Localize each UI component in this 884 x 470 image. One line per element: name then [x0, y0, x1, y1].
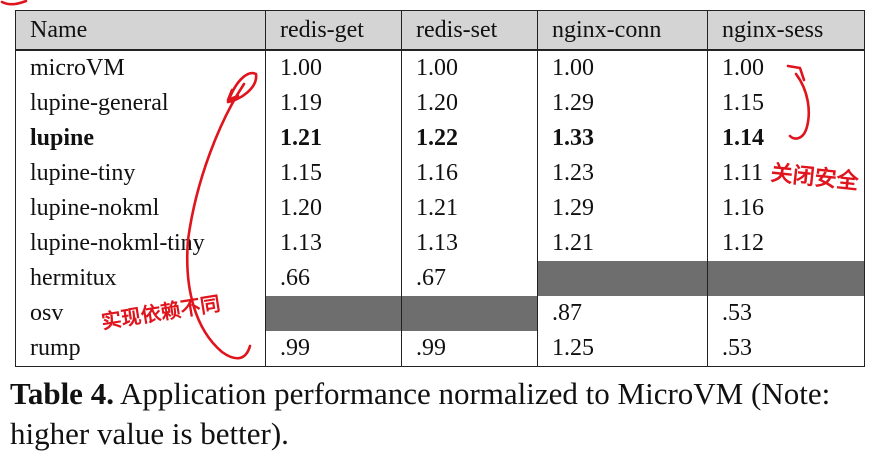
value-cell: 1.15	[707, 86, 865, 121]
row-name-cell: lupine	[15, 121, 266, 156]
value-cell: .67	[401, 261, 538, 296]
row-name-cell: lupine-nokml-tiny	[15, 226, 266, 261]
value-cell: .53	[707, 331, 865, 367]
value-cell: 1.00	[265, 50, 402, 86]
value-cell: 1.11	[707, 156, 865, 191]
value-cell: 1.21	[537, 226, 708, 261]
value-cell: 1.22	[401, 121, 538, 156]
value-cell: 1.16	[707, 191, 865, 226]
table-row: hermitux .66.67	[15, 261, 865, 296]
column-header: nginx-sess	[707, 10, 865, 51]
value-cell: 1.00	[707, 50, 865, 86]
value-cell: .53	[707, 296, 865, 331]
value-cell: 1.12	[707, 226, 865, 261]
value-cell: .99	[265, 331, 402, 367]
value-cell: .87	[537, 296, 708, 331]
row-name-cell: hermitux	[15, 261, 266, 296]
column-header: Name	[15, 10, 266, 51]
table-caption: Table 4. Application performance normali…	[10, 374, 874, 454]
caption-text: Application performance normalized to Mi…	[10, 376, 831, 451]
value-cell: 1.00	[401, 50, 538, 86]
empty-cell	[265, 296, 402, 331]
column-header: redis-get	[265, 10, 402, 51]
caption-label: Table 4.	[10, 376, 114, 411]
table-header-row: Name redis-get redis-set nginx-conn ngin…	[15, 10, 865, 51]
value-cell: 1.15	[265, 156, 402, 191]
value-cell: 1.33	[537, 121, 708, 156]
empty-cell	[707, 261, 865, 296]
value-cell: 1.25	[537, 331, 708, 367]
row-name-cell: rump	[15, 331, 266, 367]
table-row: rump .99.99 1.25.53	[15, 331, 865, 367]
row-name-cell: lupine-general	[15, 86, 266, 121]
value-cell: 1.29	[537, 191, 708, 226]
performance-table: Name redis-get redis-set nginx-conn ngin…	[15, 10, 865, 367]
value-cell: 1.13	[265, 226, 402, 261]
value-cell: 1.14	[707, 121, 865, 156]
row-name-cell: lupine-tiny	[15, 156, 266, 191]
value-cell: 1.23	[537, 156, 708, 191]
value-cell: 1.16	[401, 156, 538, 191]
value-cell: 1.21	[401, 191, 538, 226]
empty-cell	[537, 261, 708, 296]
column-header: redis-set	[401, 10, 538, 51]
table-row: lupine 1.21 1.22 1.33 1.14	[15, 121, 865, 156]
table-row: lupine-nokml-tiny 1.13 1.13 1.21 1.12	[15, 226, 865, 261]
value-cell: 1.20	[401, 86, 538, 121]
table-body: microVM 1.00 1.00 1.00 1.00 lupine-general 1.1…	[15, 50, 865, 367]
row-name-cell: lupine-nokml	[15, 191, 266, 226]
table-row: lupine-nokml 1.20 1.21 1.29 1.16	[15, 191, 865, 226]
value-cell: .99	[401, 331, 538, 367]
value-cell: 1.21	[265, 121, 402, 156]
empty-cell	[401, 296, 538, 331]
row-name-cell: microVM	[15, 50, 266, 86]
table-row: microVM 1.00 1.00 1.00 1.00	[15, 50, 865, 86]
table-row: osv .87.53	[15, 296, 865, 331]
value-cell: .66	[265, 261, 402, 296]
value-cell: 1.19	[265, 86, 402, 121]
value-cell: 1.29	[537, 86, 708, 121]
table-row: lupine-tiny 1.15 1.16 1.23 1.11	[15, 156, 865, 191]
column-header: nginx-conn	[537, 10, 708, 51]
value-cell: 1.00	[537, 50, 708, 86]
value-cell: 1.13	[401, 226, 538, 261]
corner-mark	[0, 0, 28, 6]
value-cell: 1.20	[265, 191, 402, 226]
table-row: lupine-general 1.19 1.20 1.29 1.15	[15, 86, 865, 121]
